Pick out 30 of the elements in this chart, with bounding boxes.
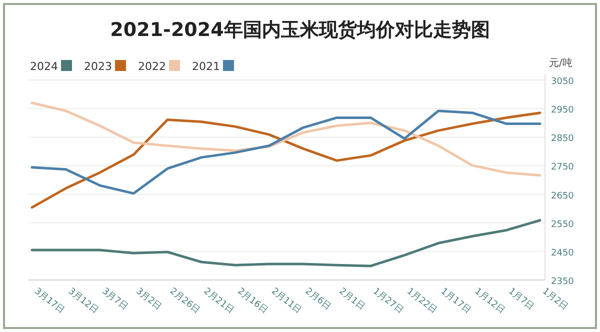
chart-title: 2021-2024年国内玉米现货均价对比走势图	[110, 19, 490, 41]
legend-label: 2022	[138, 60, 166, 73]
y-axis-title: 元/吨	[549, 57, 572, 69]
x-tick-label: 2月6日	[303, 286, 332, 312]
x-tick-label: 2月21日	[201, 286, 236, 316]
x-tick-label: 3月2日	[134, 286, 164, 312]
y-tick-label: 2750	[551, 162, 574, 173]
y-tick-label: 2550	[551, 220, 574, 230]
y-tick-label: 2950	[551, 106, 574, 116]
legend-label: 2023	[84, 60, 112, 73]
x-tick-label: 1月12日	[472, 286, 506, 316]
legend-label: 2021	[192, 60, 220, 73]
x-tick-label: 1月2日	[540, 286, 570, 312]
x-tick-label: 3月7日	[100, 286, 130, 312]
x-tick-label: 1月22日	[404, 286, 439, 316]
x-tick-label: 2月16日	[235, 286, 270, 316]
x-tick-label: 2月1日	[336, 286, 366, 312]
x-tick-label: 1月27日	[370, 286, 405, 316]
x-tick-label: 1月7日	[506, 286, 536, 312]
x-tick-label: 2月11日	[269, 286, 304, 316]
x-tick-label: 3月17日	[32, 286, 66, 316]
x-tick-label: 1月17日	[438, 286, 472, 316]
y-tick-label: 2850	[551, 134, 574, 144]
y-tick-label: 2350	[551, 277, 574, 287]
x-tick-label: 3月12日	[66, 286, 100, 316]
y-tick-label: 3050	[551, 77, 574, 87]
x-tick-label: 2月26日	[168, 286, 202, 316]
legend-label: 2024	[30, 60, 58, 73]
y-tick-label: 2650	[551, 191, 574, 202]
y-tick-label: 2450	[551, 248, 574, 258]
